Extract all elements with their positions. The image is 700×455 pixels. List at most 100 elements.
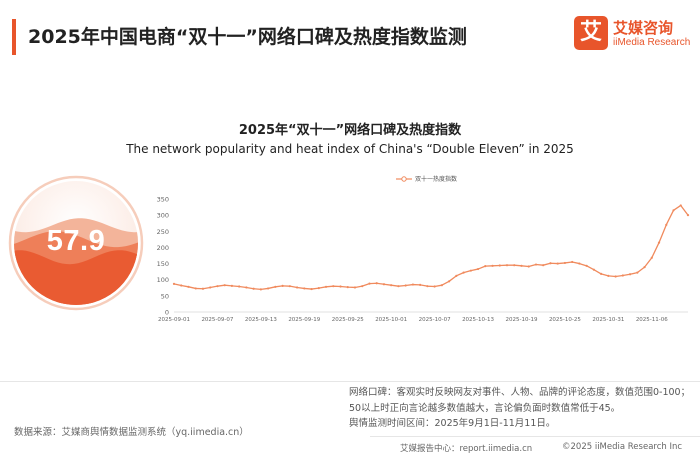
data-point <box>513 264 516 267</box>
y-tick-label: 0 <box>165 309 169 317</box>
data-point <box>549 262 552 265</box>
y-tick-label: 350 <box>157 196 169 204</box>
x-tick-label: 2025-09-07 <box>201 317 233 323</box>
x-tick-label: 2025-11-06 <box>636 317 668 323</box>
data-point <box>404 284 407 287</box>
x-axis: 2025-09-01 2025-09-07 2025-09-13 2025-09-19… <box>158 317 668 323</box>
data-point <box>636 271 639 274</box>
x-tick-label: 2025-10-01 <box>375 317 407 323</box>
data-point <box>469 269 472 272</box>
data-point <box>534 263 538 266</box>
data-point <box>216 285 219 288</box>
data-point <box>346 286 349 289</box>
legend-marker-icon <box>401 176 407 182</box>
data-point <box>252 287 255 290</box>
data-point <box>657 241 661 244</box>
data-point <box>397 285 400 288</box>
data-point <box>332 285 335 288</box>
data-point <box>462 271 465 274</box>
x-tick-label: 2025-09-13 <box>245 317 277 323</box>
y-tick-label: 250 <box>157 228 169 236</box>
data-point <box>375 282 378 285</box>
data-source: 数据来源：艾媒商舆情数据监测系统（yq.iimedia.cn） <box>14 427 249 438</box>
data-point <box>476 267 480 271</box>
data-point <box>455 274 458 277</box>
data-point <box>440 284 443 287</box>
data-point <box>433 285 436 288</box>
data-point <box>505 264 509 267</box>
footer-report-center[interactable]: 艾媒报告中心：report.iimedia.cn <box>400 444 533 454</box>
logo-name-cn: 艾媒咨询 <box>613 19 674 37</box>
chart-subtitle: The network popularity and heat index of… <box>126 142 574 156</box>
data-point <box>390 284 393 287</box>
data-point <box>259 288 262 291</box>
data-point <box>643 266 646 269</box>
data-point <box>180 284 183 287</box>
data-point <box>491 264 494 267</box>
x-tick-label: 2025-09-25 <box>332 317 364 323</box>
logo-name-en: iiMedia Research <box>613 37 691 48</box>
footer-divider <box>370 436 700 437</box>
x-tick-label: 2025-10-31 <box>592 317 624 323</box>
data-point <box>201 287 205 290</box>
x-tick-label: 2025-09-19 <box>288 317 320 323</box>
data-point <box>187 285 190 288</box>
data-point <box>686 214 690 217</box>
y-tick-label: 50 <box>161 292 169 300</box>
data-point <box>303 287 306 290</box>
data-point <box>600 272 603 275</box>
x-tick-label: 2025-10-07 <box>419 317 451 323</box>
data-point <box>578 262 581 265</box>
gauge-outer-ring <box>8 175 144 311</box>
data-point <box>361 285 364 288</box>
data-point <box>238 285 241 288</box>
y-axis: 0 50 100 150 200 250 300 350 <box>157 196 688 317</box>
data-point <box>556 262 559 265</box>
data-point <box>194 287 197 290</box>
data-point <box>520 264 523 267</box>
divider <box>0 381 700 382</box>
data-point <box>382 283 386 286</box>
chart-title: 2025年“双十一”网络口碑及热度指数 <box>238 123 462 138</box>
data-point <box>621 274 624 277</box>
data-point <box>368 282 371 285</box>
note-line-3: 舆情监测时间区间：2025年9月1日-11月11日。 <box>349 418 556 429</box>
x-tick-label: 2025-10-13 <box>462 317 494 323</box>
data-point <box>295 286 299 289</box>
data-point <box>650 256 653 259</box>
data-point <box>274 285 277 288</box>
data-point <box>288 285 291 288</box>
data-point <box>267 287 270 290</box>
y-tick-label: 100 <box>157 276 169 284</box>
data-point <box>281 284 284 287</box>
data-point <box>353 286 357 289</box>
data-point <box>223 284 226 287</box>
data-point <box>419 283 422 286</box>
data-point <box>426 285 429 288</box>
data-point <box>614 275 617 278</box>
data-point <box>324 285 328 288</box>
note-line-1: 网络口碑：客观实时反映网友对事件、人物、品牌的评论态度，数值范围0-100； <box>349 387 691 398</box>
series-layer <box>172 204 690 291</box>
note-line-2: 50以上时正向言论越多数值越大，言论偏负面时数值常低于45。 <box>349 402 621 414</box>
data-point <box>484 265 487 268</box>
data-point <box>310 287 313 291</box>
y-tick-label: 150 <box>157 260 169 268</box>
data-point <box>672 209 675 212</box>
data-point <box>245 286 248 289</box>
x-tick-label: 2025-09-01 <box>158 317 190 323</box>
data-point <box>498 264 501 267</box>
x-tick-label: 2025-10-25 <box>549 317 581 323</box>
y-tick-label: 200 <box>157 244 169 252</box>
data-point <box>172 282 176 286</box>
line-chart: 双十一热度指数 0 50 100 150 200 250 300 350 2025-09-01… <box>157 175 690 323</box>
data-point <box>542 264 545 267</box>
reputation-gauge <box>8 175 144 311</box>
data-point <box>628 273 632 276</box>
logo-mark-icon: 艾 <box>574 16 608 50</box>
brand-logo: 艾 艾媒咨询 iiMedia Research <box>574 16 692 54</box>
gauge-value: 57.9 <box>46 225 106 257</box>
data-point <box>527 265 530 268</box>
legend-label: 双十一热度指数 <box>415 175 457 183</box>
page-title: 2025年中国电商“双十一”网络口碑及热度指数监测 <box>28 26 467 48</box>
